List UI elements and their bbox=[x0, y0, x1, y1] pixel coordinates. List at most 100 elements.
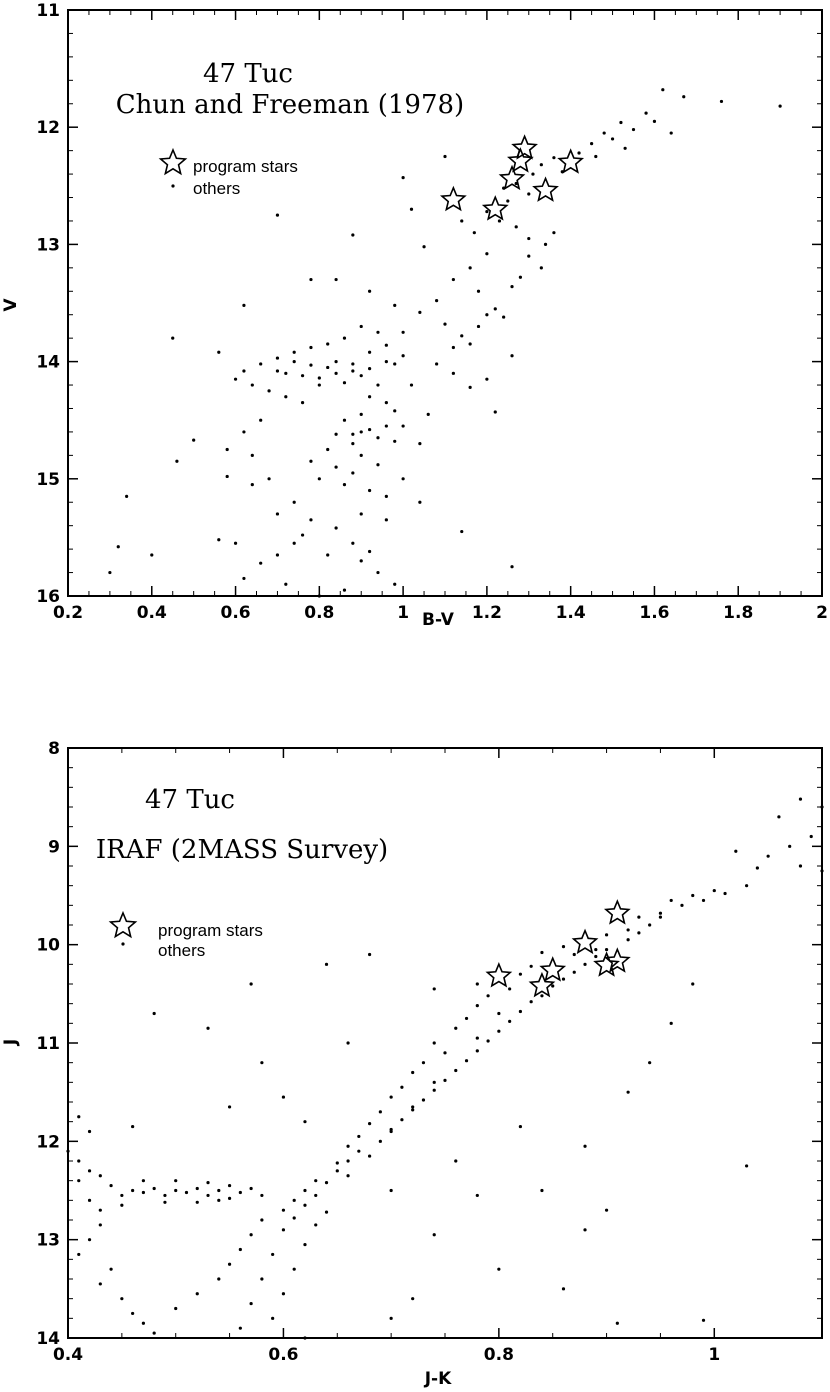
other-star-point bbox=[472, 231, 476, 235]
other-star-point bbox=[281, 1095, 286, 1099]
other-star-point bbox=[648, 923, 652, 927]
other-star-point bbox=[719, 99, 724, 104]
other-star-point bbox=[485, 377, 489, 381]
legend-star-icon bbox=[108, 910, 138, 939]
other-star-point bbox=[163, 1200, 167, 1204]
other-star-point bbox=[77, 1115, 81, 1119]
other-star-point bbox=[682, 95, 686, 99]
other-star-point bbox=[131, 1124, 135, 1129]
other-star-point bbox=[326, 553, 330, 557]
other-star-point bbox=[271, 1316, 275, 1320]
other-star-point bbox=[393, 303, 397, 307]
other-star-point bbox=[475, 1049, 479, 1053]
other-star-point bbox=[389, 1188, 393, 1193]
other-star-point bbox=[98, 1174, 102, 1178]
y-tick-label: 14 bbox=[36, 353, 60, 373]
other-star-point bbox=[475, 1036, 479, 1040]
other-star-point bbox=[109, 1267, 113, 1271]
legend-star-icon bbox=[158, 147, 188, 176]
other-star-point bbox=[250, 483, 254, 487]
legend: program stars others bbox=[108, 910, 263, 960]
other-star-point bbox=[342, 336, 347, 340]
program-star-point bbox=[539, 956, 567, 982]
program-star-point bbox=[439, 185, 467, 212]
other-star-point bbox=[141, 1190, 145, 1195]
other-star-point bbox=[141, 1321, 145, 1325]
other-star-point bbox=[497, 1011, 501, 1016]
other-star-point bbox=[602, 131, 606, 135]
x-tick-label: 0.6 bbox=[268, 1345, 298, 1365]
other-star-point bbox=[342, 381, 347, 385]
other-star-point bbox=[334, 371, 338, 375]
program-star-markers bbox=[485, 899, 631, 998]
other-star-point bbox=[486, 994, 490, 998]
other-star-point bbox=[326, 365, 330, 370]
other-star-point bbox=[561, 945, 566, 949]
other-star-point bbox=[292, 1216, 296, 1220]
other-star-point bbox=[610, 137, 615, 141]
other-star-point bbox=[820, 869, 824, 873]
other-star-point bbox=[378, 1139, 382, 1143]
other-star-point bbox=[809, 834, 813, 839]
other-star-point bbox=[206, 1193, 210, 1198]
other-star-point bbox=[317, 477, 321, 481]
other-star-point bbox=[540, 950, 544, 955]
other-star-point bbox=[227, 1196, 232, 1200]
other-star-point bbox=[400, 1118, 404, 1122]
other-star-point bbox=[368, 289, 372, 293]
x-tick-label: 1 bbox=[397, 603, 409, 623]
other-star-point bbox=[351, 541, 355, 545]
other-star-point bbox=[227, 1183, 232, 1188]
other-star-point bbox=[346, 1174, 350, 1178]
x-tick-label: 1.2 bbox=[472, 603, 502, 623]
other-star-point bbox=[502, 315, 506, 319]
other-star-point bbox=[346, 1159, 350, 1163]
other-star-point bbox=[476, 289, 481, 293]
other-star-point bbox=[368, 1154, 372, 1158]
other-star-point bbox=[384, 518, 388, 522]
other-star-point bbox=[701, 1318, 706, 1322]
other-star-point bbox=[284, 582, 288, 586]
x-axis-label: B-V bbox=[422, 610, 455, 630]
other-star-point bbox=[464, 1059, 469, 1063]
other-star-point bbox=[652, 119, 657, 123]
other-star-point bbox=[250, 383, 254, 387]
y-tick-label: 8 bbox=[48, 739, 60, 759]
other-star-point bbox=[249, 1301, 253, 1306]
other-star-point bbox=[529, 964, 533, 968]
other-star-point bbox=[292, 541, 296, 545]
other-star-point bbox=[777, 815, 781, 819]
other-star-point bbox=[346, 1144, 350, 1148]
other-star-point bbox=[497, 1029, 501, 1033]
other-star-point bbox=[669, 131, 673, 135]
other-star-point bbox=[98, 1282, 102, 1286]
other-star-point bbox=[292, 350, 296, 354]
other-star-point bbox=[77, 1252, 81, 1257]
other-star-point bbox=[527, 254, 531, 258]
other-star-point bbox=[242, 303, 246, 307]
other-star-point bbox=[755, 866, 759, 870]
other-star-point bbox=[626, 1090, 630, 1094]
other-star-point bbox=[572, 952, 576, 957]
other-star-point bbox=[475, 1004, 479, 1008]
x-tick-label: 1.6 bbox=[639, 603, 669, 623]
other-star-point bbox=[475, 1193, 479, 1198]
other-star-point bbox=[249, 1186, 253, 1191]
other-star-point bbox=[619, 120, 623, 125]
other-star-point bbox=[432, 1041, 436, 1045]
y-tick-label: 13 bbox=[36, 235, 60, 255]
other-star-point bbox=[376, 463, 380, 467]
other-star-point bbox=[712, 888, 716, 893]
other-star-point bbox=[152, 1186, 156, 1191]
other-star-point bbox=[250, 453, 254, 457]
other-star-point bbox=[529, 1000, 533, 1004]
other-star-point bbox=[87, 1169, 92, 1173]
other-star-point bbox=[259, 418, 263, 422]
other-star-point bbox=[518, 1124, 523, 1129]
other-star-point bbox=[98, 1208, 102, 1212]
y-tick-label: 16 bbox=[36, 587, 60, 607]
other-star-point bbox=[788, 844, 792, 848]
other-star-point bbox=[411, 1105, 415, 1109]
other-star-point bbox=[518, 275, 523, 279]
other-star-point bbox=[518, 1009, 523, 1014]
